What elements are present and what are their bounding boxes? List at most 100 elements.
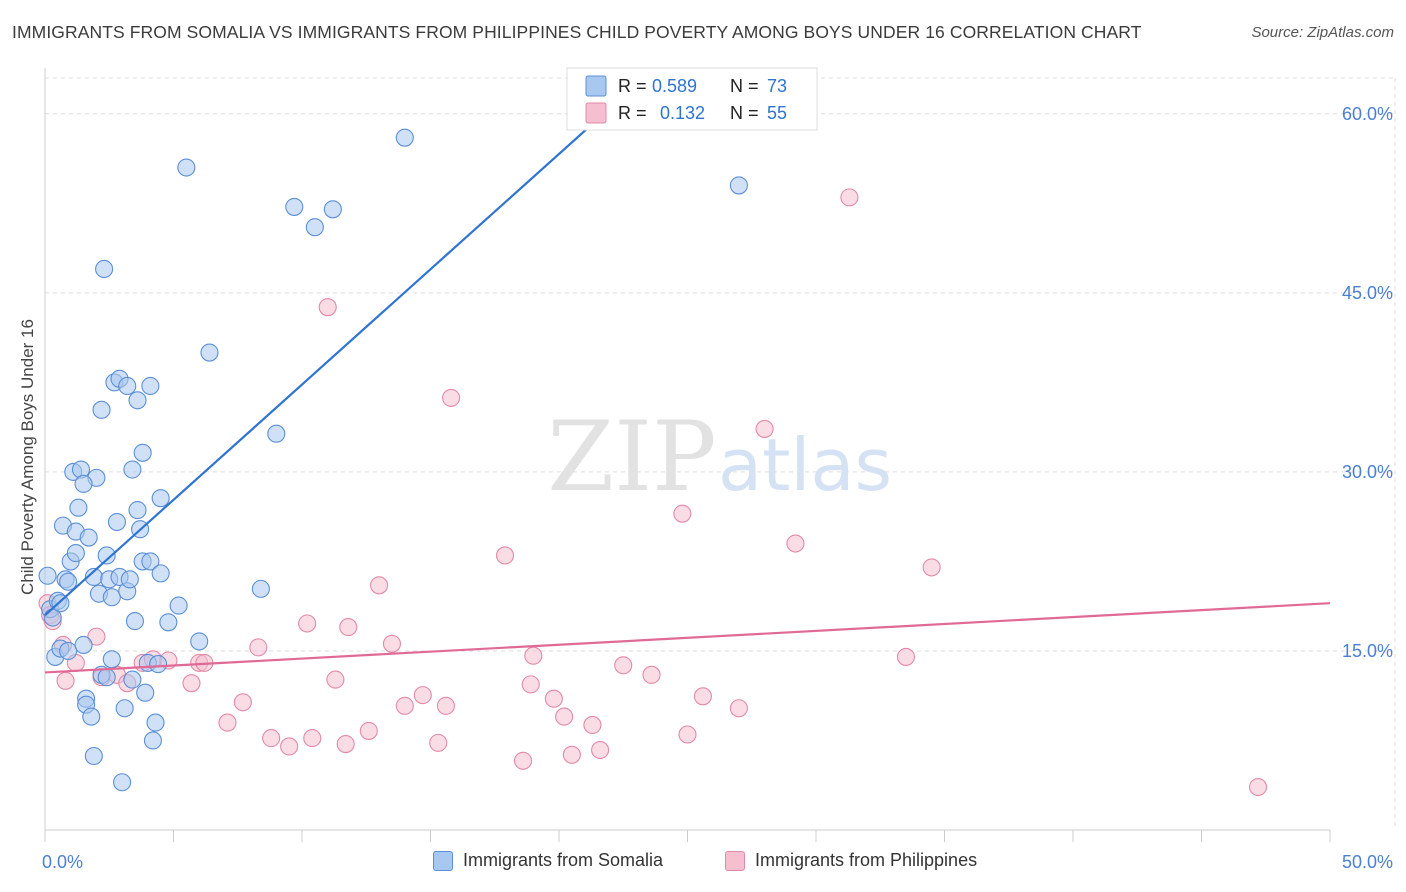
legend-n-label-philippines: N = <box>730 103 759 123</box>
point-philippines-26 <box>339 618 358 637</box>
point-somalia-43 <box>128 501 147 520</box>
point-philippines-41 <box>562 745 581 764</box>
point-philippines-6 <box>87 627 106 646</box>
point-somalia-30 <box>102 588 121 607</box>
point-philippines-32 <box>429 733 448 752</box>
point-somalia-32 <box>107 512 127 532</box>
bottom-legend-philippines[interactable]: Immigrants from Philippines <box>725 850 977 871</box>
stats-legend: R = 0.589 N = 73 R = 0.132 N = 55 <box>566 67 818 131</box>
point-somalia-40 <box>123 460 142 479</box>
point-somalia-59 <box>200 343 219 362</box>
point-philippines-52 <box>840 188 859 207</box>
point-philippines-29 <box>382 634 402 653</box>
point-philippines-37 <box>521 675 540 694</box>
point-somalia-42 <box>128 391 147 410</box>
point-somalia-70 <box>102 650 121 669</box>
point-somalia-51 <box>143 731 162 750</box>
bottom-legend-swatch-philippines <box>725 850 745 871</box>
point-somalia-0 <box>38 566 57 585</box>
point-somalia-57 <box>177 158 196 177</box>
point-somalia-39 <box>120 570 139 589</box>
point-philippines-25 <box>336 735 355 754</box>
point-somalia-19 <box>82 707 101 726</box>
point-somalia-63 <box>305 218 324 237</box>
point-philippines-53 <box>896 647 916 666</box>
point-philippines-27 <box>359 721 378 740</box>
point-somalia-68 <box>59 572 78 591</box>
point-somalia-8 <box>59 641 78 661</box>
legend-swatch-somalia <box>585 75 607 97</box>
point-somalia-28 <box>97 546 116 565</box>
point-somalia-56 <box>169 596 188 615</box>
point-philippines-31 <box>413 686 432 705</box>
point-somalia-64 <box>323 200 342 219</box>
point-philippines-13 <box>182 674 201 693</box>
watermark-zip: ZIP <box>547 401 716 513</box>
point-philippines-19 <box>262 729 281 748</box>
point-somalia-36 <box>115 699 134 718</box>
legend-r-value-somalia: 0.589 <box>652 76 697 96</box>
y-axis-label: Child Poverty Among Boys Under 16 <box>18 319 37 595</box>
point-somalia-55 <box>159 613 178 632</box>
points-layer <box>38 128 1268 797</box>
y-tick-label-30: 30.0% <box>1342 462 1393 482</box>
point-philippines-17 <box>233 693 252 712</box>
point-philippines-50 <box>755 419 774 438</box>
point-philippines-33 <box>436 696 455 715</box>
watermark: ZIP atlas <box>547 401 892 513</box>
point-somalia-52 <box>146 713 165 732</box>
point-philippines-45 <box>642 665 661 684</box>
point-somalia-72 <box>149 655 168 674</box>
point-philippines-4 <box>56 671 75 690</box>
point-philippines-39 <box>544 689 563 708</box>
legend-swatch-philippines <box>585 102 607 124</box>
point-somalia-25 <box>92 400 111 419</box>
point-philippines-20 <box>280 737 299 756</box>
point-somalia-18 <box>79 528 98 547</box>
point-somalia-11 <box>66 544 85 563</box>
trend-layer <box>44 107 1331 674</box>
point-philippines-36 <box>513 751 533 770</box>
point-somalia-50 <box>141 552 160 571</box>
y-tick-label-45: 45.0% <box>1342 283 1393 303</box>
point-philippines-48 <box>693 687 712 706</box>
point-philippines-22 <box>303 729 322 748</box>
point-somalia-27 <box>97 668 116 687</box>
point-somalia-61 <box>267 424 286 443</box>
point-philippines-54 <box>922 558 941 577</box>
point-somalia-13 <box>69 498 88 517</box>
point-philippines-49 <box>729 699 748 718</box>
chart-source: Source: ZipAtlas.com <box>1251 24 1394 41</box>
bottom-legend-somalia[interactable]: Immigrants from Somalia <box>433 850 663 871</box>
point-philippines-42 <box>583 715 602 735</box>
legend-n-value-somalia: 73 <box>767 76 787 96</box>
point-philippines-46 <box>673 504 692 523</box>
point-philippines-18 <box>249 638 268 657</box>
point-philippines-30 <box>395 696 414 715</box>
point-somalia-69 <box>74 474 93 493</box>
legend-n-label-somalia: N = <box>730 76 759 96</box>
point-somalia-49 <box>141 376 160 396</box>
point-somalia-66 <box>729 176 748 195</box>
point-philippines-47 <box>678 725 697 744</box>
point-somalia-47 <box>136 683 155 702</box>
legend-r-label-somalia: R = <box>618 76 647 96</box>
point-philippines-28 <box>370 576 389 595</box>
point-philippines-38 <box>524 646 543 665</box>
point-philippines-55 <box>1248 777 1268 797</box>
point-philippines-35 <box>495 546 515 565</box>
y-tick-labels: 15.0% 30.0% 45.0% 60.0% <box>1342 104 1393 661</box>
point-philippines-21 <box>298 614 317 633</box>
point-somalia-62 <box>285 197 304 216</box>
chart-title: IMMIGRANTS FROM SOMALIA VS IMMIGRANTS FR… <box>12 22 1142 42</box>
y-tick-label-15: 15.0% <box>1342 641 1393 661</box>
y-tick-label-60: 60.0% <box>1342 104 1393 124</box>
point-somalia-20 <box>84 746 103 766</box>
x-tick-label-max: 50.0% <box>1341 852 1393 872</box>
bottom-legend-label-somalia: Immigrants from Somalia <box>463 850 664 870</box>
point-somalia-35 <box>113 773 132 792</box>
point-somalia-15 <box>74 635 93 655</box>
point-philippines-24 <box>326 670 345 689</box>
point-philippines-40 <box>555 707 574 726</box>
